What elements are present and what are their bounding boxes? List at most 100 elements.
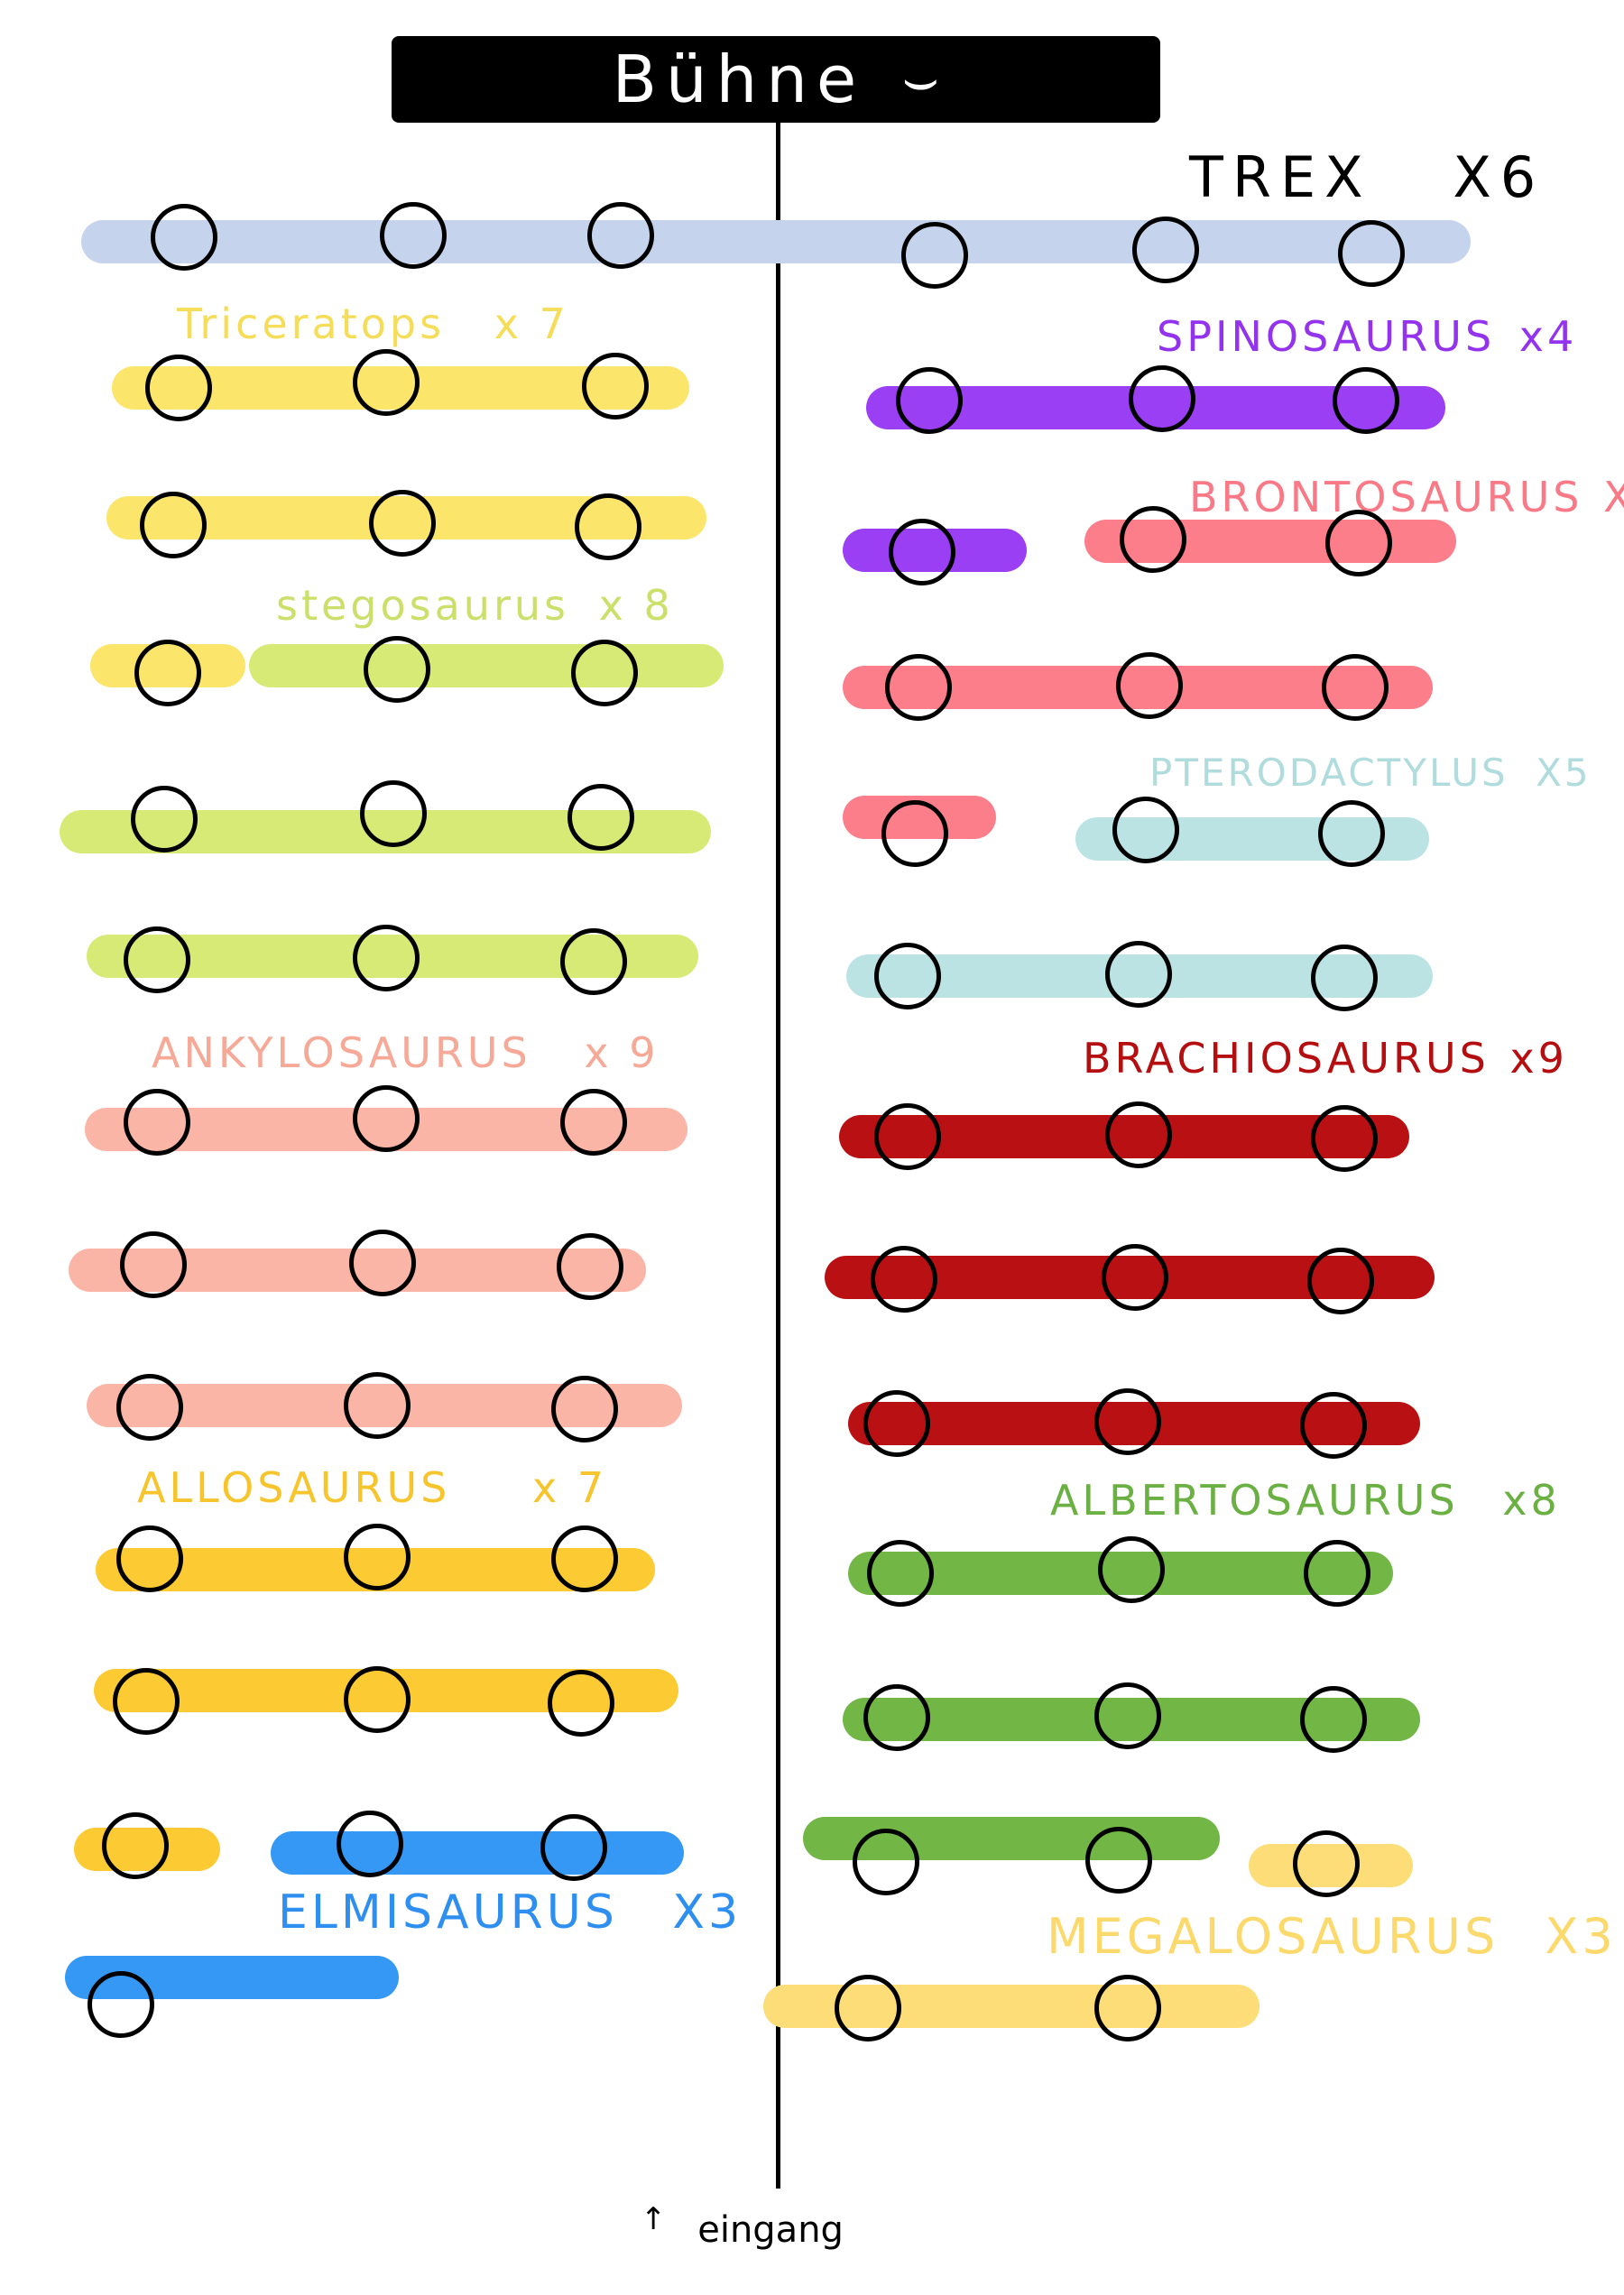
seat[interactable] [835, 1975, 901, 2042]
seat[interactable] [548, 1670, 614, 1737]
ankylosaurus-count: x 9 [584, 1028, 660, 1077]
pterodactylus-count: X5 [1536, 751, 1592, 795]
seat[interactable] [901, 222, 968, 289]
seat[interactable] [1112, 797, 1179, 863]
seat[interactable] [140, 492, 207, 558]
brachiosaurus-count: x9 [1509, 1034, 1568, 1083]
stage-title: Bühne [612, 41, 866, 117]
seat[interactable] [131, 786, 198, 853]
seat[interactable] [1105, 1101, 1172, 1168]
seat[interactable] [116, 1525, 183, 1592]
seat[interactable] [571, 640, 638, 706]
seat[interactable] [344, 1372, 411, 1439]
seat[interactable] [1300, 1392, 1367, 1459]
megalosaurus-count: X3 [1545, 1908, 1617, 1965]
seat[interactable] [1322, 654, 1389, 721]
seat[interactable] [889, 519, 955, 585]
seat[interactable] [1094, 1975, 1161, 2042]
seat[interactable] [557, 1233, 623, 1300]
center-aisle [776, 123, 780, 2189]
seat[interactable] [853, 1829, 919, 1895]
brachiosaurus-name: BRACHIOSAURUS [1083, 1034, 1490, 1083]
seat[interactable] [560, 928, 627, 995]
seat[interactable] [1129, 365, 1195, 432]
seat[interactable] [360, 780, 427, 847]
seat[interactable] [1085, 1827, 1152, 1894]
seat[interactable] [337, 1811, 403, 1877]
seat[interactable] [863, 1390, 930, 1457]
seat[interactable] [1311, 945, 1378, 1011]
seat[interactable] [134, 640, 201, 706]
elmisaurus-count: X3 [672, 1885, 743, 1940]
seat[interactable] [88, 1971, 154, 2038]
smiley-icon: ⌣ [901, 46, 940, 113]
seat[interactable] [1116, 652, 1183, 719]
seat[interactable] [364, 636, 430, 703]
seat[interactable] [896, 367, 963, 434]
seat[interactable] [1318, 800, 1385, 867]
seat[interactable] [1338, 220, 1405, 287]
seat[interactable] [874, 943, 941, 1009]
seat[interactable] [353, 1085, 420, 1152]
label-pterodactylus: PTERODACTYLUS X5 [1149, 754, 1592, 792]
seat[interactable] [1132, 217, 1199, 283]
megalosaurus-name: MEGALOSAURUS [1047, 1908, 1499, 1965]
seat[interactable] [881, 800, 948, 867]
stage-banner: Bühne ⌣ [392, 36, 1160, 123]
seat[interactable] [1304, 1540, 1370, 1607]
seat[interactable] [551, 1525, 618, 1592]
seat[interactable] [380, 202, 447, 269]
seat[interactable] [587, 202, 654, 269]
seat[interactable] [1300, 1686, 1367, 1753]
seat[interactable] [353, 925, 420, 991]
label-ankylosaurus: ANKYLOSAURUS x 9 [152, 1032, 659, 1074]
seat[interactable] [1105, 941, 1172, 1008]
seat[interactable] [151, 204, 217, 271]
seat[interactable] [344, 1666, 411, 1733]
seat[interactable] [871, 1246, 937, 1313]
entrance-label: ↑ eingang [641, 2204, 844, 2251]
seat[interactable] [113, 1668, 180, 1735]
seat[interactable] [540, 1814, 607, 1881]
seat[interactable] [560, 1089, 627, 1156]
seat[interactable] [145, 355, 212, 421]
seat[interactable] [116, 1374, 183, 1441]
up-arrow-icon: ↑ [641, 2201, 667, 2237]
label-brontosaurus: BRONTOSAURUS X6 [1189, 476, 1624, 518]
seat[interactable] [551, 1376, 618, 1442]
seat[interactable] [1098, 1536, 1165, 1603]
seat[interactable] [124, 1089, 190, 1156]
seat[interactable] [102, 1812, 169, 1879]
seat[interactable] [582, 353, 649, 419]
seat[interactable] [349, 1230, 416, 1296]
seat[interactable] [1094, 1682, 1161, 1749]
seat[interactable] [567, 784, 634, 851]
seat[interactable] [1333, 367, 1399, 434]
seat[interactable] [1102, 1244, 1168, 1311]
seat[interactable] [1120, 506, 1186, 573]
seat[interactable] [575, 493, 641, 560]
seat[interactable] [1325, 510, 1392, 576]
allosaurus-name: ALLOSAURUS [137, 1463, 451, 1512]
seat[interactable] [120, 1231, 187, 1298]
seat[interactable] [885, 654, 952, 721]
seat[interactable] [874, 1103, 941, 1170]
stegosaurus-count: x 8 [598, 581, 674, 630]
label-albertosaurus: ALBERTOSAURUS x8 [1050, 1479, 1561, 1521]
seat[interactable] [1293, 1830, 1360, 1897]
seat[interactable] [344, 1524, 411, 1590]
row-bar-elmisaurus [271, 1831, 684, 1875]
seat[interactable] [867, 1540, 934, 1607]
seat[interactable] [369, 490, 436, 557]
label-megalosaurus: MEGALOSAURUS X3 [1047, 1912, 1617, 1961]
entrance-text: eingang [697, 2209, 844, 2251]
label-trex: TREX X6 [1189, 150, 1545, 206]
seat[interactable] [1311, 1105, 1378, 1172]
seat[interactable] [1307, 1248, 1374, 1314]
seat[interactable] [353, 349, 420, 416]
label-triceratops: Triceratops x 7 [177, 303, 569, 345]
seat[interactable] [124, 926, 190, 993]
seat[interactable] [863, 1684, 930, 1751]
seat[interactable] [1094, 1388, 1161, 1455]
